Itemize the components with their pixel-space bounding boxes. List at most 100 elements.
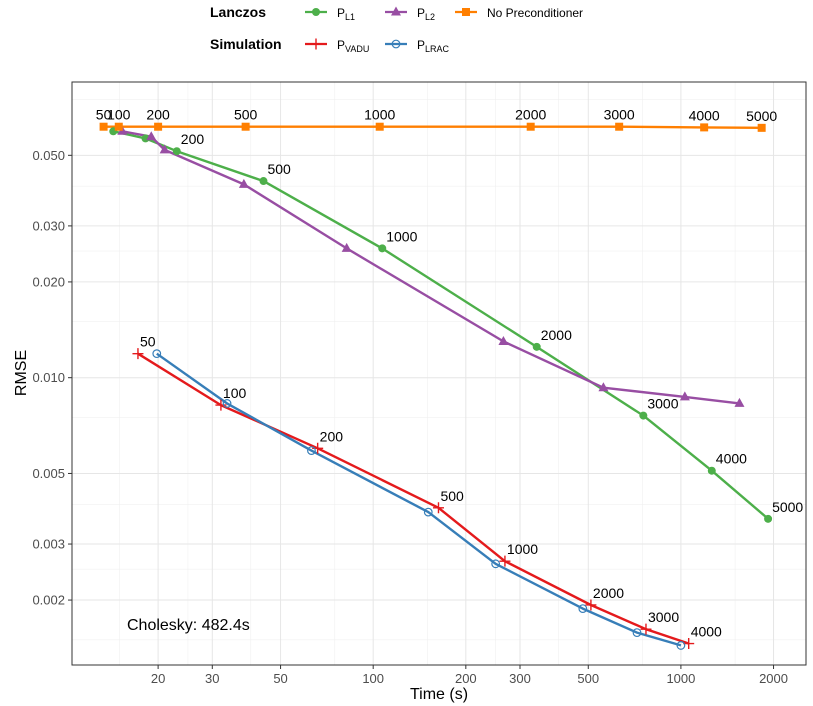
point-PLRAC (222, 399, 232, 408)
point-label-NoPre: 500 (234, 107, 258, 123)
y-tick-label: 0.003 (32, 537, 65, 552)
legend-group-title: Lanczos (210, 4, 266, 20)
y-tick-label: 0.010 (32, 370, 65, 385)
point-label-NoPre: 2000 (515, 107, 546, 123)
point-label-PL1: 1000 (386, 228, 417, 244)
legend-key-marker (391, 39, 401, 49)
series-line-PLRAC (156, 352, 682, 647)
point-label-PVADU: 3000 (648, 609, 679, 625)
point-PL1 (141, 134, 150, 143)
legend-key-marker (310, 38, 322, 50)
point-PL2 (146, 131, 157, 141)
point-label-PVADU: 200 (320, 428, 344, 444)
x-tick-label: 300 (509, 671, 531, 686)
series-points (99, 122, 773, 650)
minor-gridlines (72, 82, 806, 665)
point-NoPre (700, 123, 709, 132)
point-PLRAC (632, 628, 642, 638)
y-tick-label: 0.002 (32, 593, 65, 608)
point-PL1 (639, 411, 648, 420)
x-tick-label: 200 (455, 671, 477, 686)
point-PL1 (764, 514, 773, 523)
legend-label-subscript: LRAC (425, 44, 450, 54)
panel-background (72, 82, 806, 665)
point-label-PL1: 4000 (716, 451, 747, 467)
x-tick-label: 1000 (666, 671, 695, 686)
point-label-NoPre: 100 (107, 107, 131, 123)
legend-key-marker (462, 8, 470, 16)
point-label-PL1: 3000 (647, 396, 678, 412)
x-tick-label: 500 (577, 671, 599, 686)
point-NoPre (241, 122, 250, 131)
point-label-NoPre: 5000 (746, 108, 777, 124)
point-label-PL1: 500 (267, 161, 291, 177)
point-NoPre (757, 123, 766, 132)
point-PLRAC (578, 604, 588, 614)
legend-label-PVADU: PVADU (337, 38, 369, 54)
point-label-NoPre: 50 (96, 107, 112, 123)
legend: Lanczos PL1 PL2 No Preconditioner Simulation… (210, 4, 583, 54)
point-label-NoPre: 1000 (364, 107, 395, 123)
point-PL1 (172, 147, 181, 156)
legend-label-PLRAC: PLRAC (417, 38, 450, 54)
point-label-PVADU: 4000 (691, 624, 722, 640)
x-axis: 20 30 50 100 200 300 500 1000 2000 (151, 665, 788, 686)
y-tick-label: 0.005 (32, 466, 65, 481)
panel-border (71, 81, 807, 666)
point-label-PL1: 200 (181, 131, 205, 147)
point-PL2 (341, 242, 352, 252)
point-PL1 (532, 342, 541, 351)
point-label-PVADU: 50 (140, 334, 156, 350)
point-PL2 (734, 397, 745, 407)
series-line-PVADU (137, 352, 690, 645)
point-PL2 (598, 382, 609, 392)
legend-label-subscript: L1 (345, 12, 355, 22)
point-PL1 (259, 177, 268, 186)
legend-key-marker (312, 8, 320, 16)
y-tick-label: 0.030 (32, 218, 65, 233)
point-label-PL1: 5000 (772, 499, 803, 515)
point-PVADU (640, 623, 652, 635)
point-label-NoPre: 4000 (689, 107, 720, 123)
point-NoPre (615, 122, 624, 131)
point-PVADU (132, 348, 144, 360)
point-label-NoPre: 200 (146, 107, 170, 123)
series-line-NoPre (103, 125, 762, 129)
legend-key-marker (391, 6, 401, 16)
point-NoPre (99, 122, 108, 131)
point-PLRAC (307, 446, 316, 455)
point-PLRAC (423, 507, 433, 517)
y-tick-label: 0.050 (32, 148, 65, 163)
point-PVADU (585, 599, 597, 611)
point-label-PVADU: 2000 (593, 585, 624, 601)
point-PL2 (238, 178, 249, 188)
point-NoPre (526, 122, 535, 131)
cholesky-annotation: Cholesky: 482.4s (127, 617, 250, 634)
point-PL2 (498, 335, 509, 345)
x-tick-label: 2000 (759, 671, 788, 686)
point-PLRAC (152, 349, 162, 359)
legend-label-subscript: VADU (345, 44, 369, 54)
y-axis-title: RMSE (13, 350, 30, 396)
x-tick-label: 50 (273, 671, 287, 686)
point-NoPre (114, 122, 123, 131)
legend-group-title: Simulation (210, 36, 282, 52)
point-label-PL1: 2000 (541, 327, 572, 343)
point-PLRAC (491, 559, 501, 569)
legend-label-PL1: PL1 (337, 6, 355, 22)
x-axis-title: Time (s) (410, 686, 468, 703)
x-tick-label: 30 (205, 671, 219, 686)
legend-label-PL2: PL2 (417, 6, 435, 22)
y-tick-label: 0.020 (32, 274, 65, 289)
point-PVADU (683, 638, 695, 650)
point-PL2 (679, 391, 690, 401)
point-label-NoPre: 3000 (604, 107, 635, 123)
y-axis: 0.002 0.003 0.005 0.010 0.020 0.030 0.050 (32, 148, 72, 608)
point-PLRAC (676, 641, 686, 650)
point-label-PVADU: 1000 (507, 541, 538, 557)
point-PL2 (159, 144, 170, 154)
x-tick-label: 100 (362, 671, 384, 686)
legend-label-subscript: L2 (425, 12, 435, 22)
